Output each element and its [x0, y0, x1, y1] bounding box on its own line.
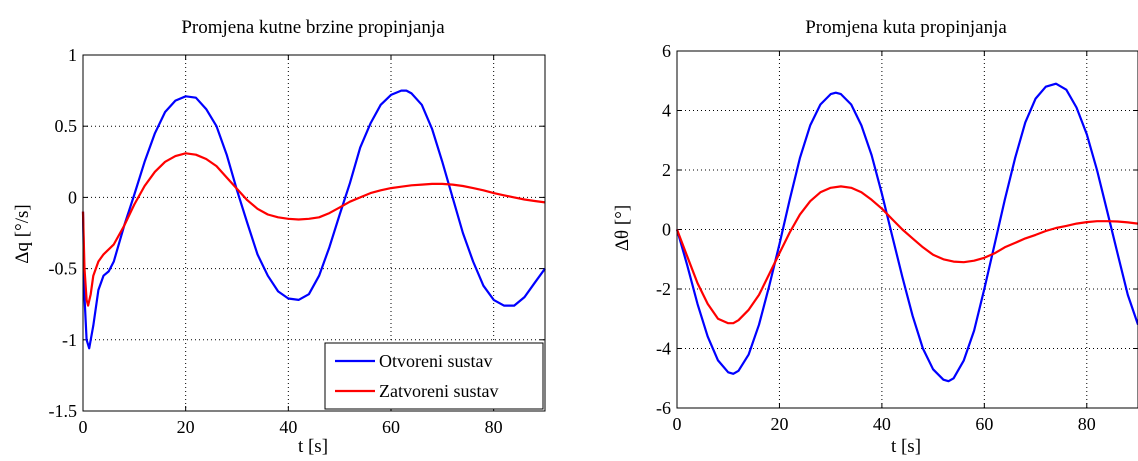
y-axis-label: Δθ [°]	[612, 205, 633, 251]
chart-title: Promjena kuta propinjanja	[805, 17, 1007, 38]
plot-border	[676, 50, 1138, 409]
legend-label: Zatvoreni sustav	[379, 381, 498, 401]
series-line-1	[675, 185, 1138, 325]
x-tick-label: 60	[975, 414, 993, 434]
plot-pitch-rate: Promjena kutne brzine propinjanja t [s] …	[12, 17, 546, 457]
x-tick-label: 0	[673, 414, 682, 434]
y-tick-label: 6	[662, 41, 671, 61]
series-line-0	[675, 82, 1138, 383]
plot-border	[82, 54, 546, 412]
y-tick-label: -0.5	[49, 259, 78, 279]
plot-pitch-angle: Promjena kuta propinjanja t [s] Δθ [°] 0…	[612, 17, 1138, 457]
plot-area	[677, 51, 1138, 408]
x-tick-label: 40	[873, 414, 891, 434]
series-line-0	[81, 89, 546, 350]
y-tick-label: 0.5	[55, 116, 78, 136]
y-tick-label: 4	[662, 101, 671, 121]
y-tick-label: -4	[656, 339, 671, 359]
y-tick-label: 2	[662, 160, 671, 180]
x-axis-label: t [s]	[298, 436, 328, 457]
chart-title: Promjena kutne brzine propinjanja	[181, 17, 445, 38]
y-tick-label: 0	[662, 220, 671, 240]
x-tick-label: 20	[770, 414, 788, 434]
y-tick-label: -2	[656, 279, 671, 299]
y-tick-label: -1	[62, 330, 77, 350]
x-tick-label: 80	[485, 417, 503, 437]
x-tick-label: 40	[279, 417, 297, 437]
x-tick-label: 20	[177, 417, 195, 437]
x-tick-label: 0	[79, 417, 88, 437]
legend-label: Otvoreni sustav	[379, 351, 492, 371]
y-tick-label: -6	[656, 398, 671, 418]
series-line-1	[81, 152, 546, 307]
x-tick-label: 80	[1078, 414, 1096, 434]
y-axis-label: Δq [°/s]	[12, 204, 33, 263]
legend	[324, 342, 544, 410]
y-tick-label: 1	[68, 45, 77, 65]
y-tick-label: -1.5	[49, 401, 78, 421]
x-axis-label: t [s]	[891, 436, 921, 457]
y-tick-label: 0	[68, 187, 77, 207]
x-tick-label: 60	[382, 417, 400, 437]
